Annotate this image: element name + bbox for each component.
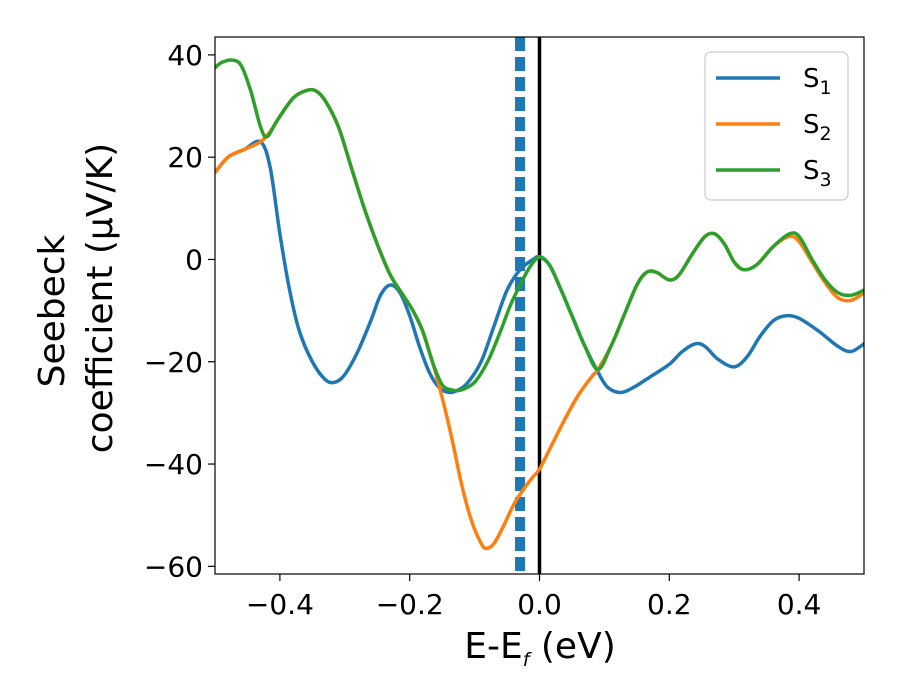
- reference-lines: [515, 37, 542, 574]
- y-tick-label: −40: [144, 448, 203, 481]
- legend-label-s2: S2: [803, 110, 832, 145]
- legend: S1 S2 S3: [704, 51, 849, 201]
- y-tick-label: 40: [167, 39, 203, 72]
- y-axis-title-line2: coefficient (μV/K): [80, 143, 121, 453]
- x-tick-label: 0.0: [517, 588, 562, 621]
- y-tick-label: 0: [185, 243, 203, 276]
- x-axis-title: E-Ef (eV): [464, 626, 616, 671]
- y-tick-label: −20: [144, 346, 203, 379]
- y-axis-title: Seebeck coefficient (μV/K): [32, 143, 121, 453]
- x-tick-label: 0.4: [777, 588, 822, 621]
- legend-label-s3: S3: [803, 156, 832, 191]
- y-tick-label: 20: [167, 141, 203, 174]
- x-tick-label: −0.2: [376, 588, 444, 621]
- legend-box: [704, 51, 849, 201]
- y-tick-label: −60: [144, 550, 203, 583]
- y-axis-ticks: −60 −40 −20 0 20 40: [144, 39, 215, 583]
- x-axis-ticks: −0.4 −0.2 0.0 0.2 0.4: [246, 574, 821, 621]
- series-line-s1: [215, 139, 864, 395]
- y-axis-title-line1: Seebeck: [32, 234, 73, 387]
- series-line-s3: [215, 58, 864, 393]
- series-layer: [215, 58, 864, 551]
- x-tick-label: −0.4: [246, 588, 314, 621]
- legend-label-s1: S1: [803, 64, 832, 99]
- x-tick-label: 0.2: [647, 588, 692, 621]
